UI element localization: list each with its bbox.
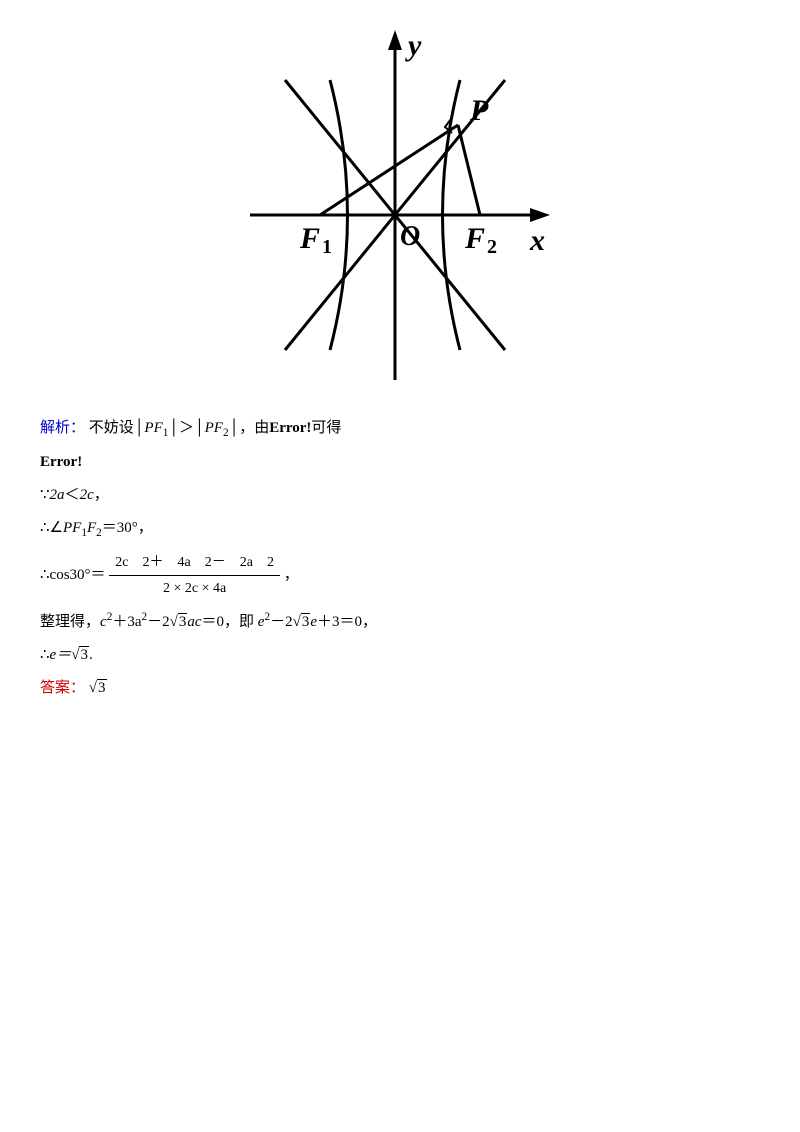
svg-text:x: x — [529, 224, 545, 257]
svg-text:2: 2 — [487, 236, 497, 258]
line-4: ∴cos30°＝ 2c 2＋ 4a 2－ 2a 2 2 × 2c × 4a ， — [40, 550, 760, 601]
therefore-2: ∴ — [40, 567, 50, 583]
svg-text:P: P — [469, 94, 489, 127]
text-3: │，由 — [229, 420, 270, 436]
because: ∵ — [40, 487, 50, 503]
sqrt3-2: 3 — [293, 609, 311, 636]
cos30: cos30°＝ — [50, 567, 106, 583]
frac-num: 2c 2＋ 4a 2－ 2a 2 — [109, 550, 280, 576]
answer-sqrt: 3 — [89, 675, 107, 702]
line-2: ∵2a＜2c， — [40, 482, 760, 509]
eq30: ＝30°， — [102, 520, 153, 536]
text-2: │＞│ — [168, 420, 204, 436]
pf1: PF — [144, 420, 162, 436]
line5-a: 整理得， — [40, 614, 100, 630]
svg-text:y: y — [405, 29, 422, 62]
therefore-3: ∴ — [40, 647, 50, 663]
sqrt3-3: 3 — [71, 642, 89, 669]
line-3: ∴∠PF1F2＝30°， — [40, 515, 760, 543]
svg-text:1: 1 — [322, 236, 332, 258]
line-6: ∴e＝3. — [40, 642, 760, 669]
analysis-line-1: 解析： 不妨设│PF1│＞│PF2│，由Error!可得 — [40, 415, 760, 443]
text-1: 不妨设│ — [89, 420, 145, 436]
pf2: PF — [205, 420, 223, 436]
comma: ， — [284, 567, 299, 583]
sqrt3-1: 3 — [170, 609, 188, 636]
answer-label: 答案： — [40, 680, 85, 696]
cosine-fraction: 2c 2＋ 4a 2－ 2a 2 2 × 2c × 4a — [109, 550, 280, 601]
text-4: 可得 — [311, 420, 341, 436]
svg-text:F: F — [299, 222, 320, 255]
error-2: Error! — [40, 454, 82, 470]
line-5: 整理得，c2＋3a2－23ac＝0，即 e2－23e＋3＝0， — [40, 607, 760, 636]
analysis-label: 解析： — [40, 420, 85, 436]
frac-den: 2 × 2c × 4a — [109, 576, 280, 601]
answer-line: 答案： 3 — [40, 675, 760, 702]
angle: ∠ — [50, 520, 63, 536]
svg-text:F: F — [464, 222, 485, 255]
therefore-1: ∴ — [40, 520, 50, 536]
pf1f2: PF — [63, 520, 81, 536]
hyperbola-diagram: y x O F 1 F 2 P — [40, 20, 760, 395]
error-1: Error! — [269, 420, 311, 436]
error-line: Error! — [40, 449, 760, 476]
